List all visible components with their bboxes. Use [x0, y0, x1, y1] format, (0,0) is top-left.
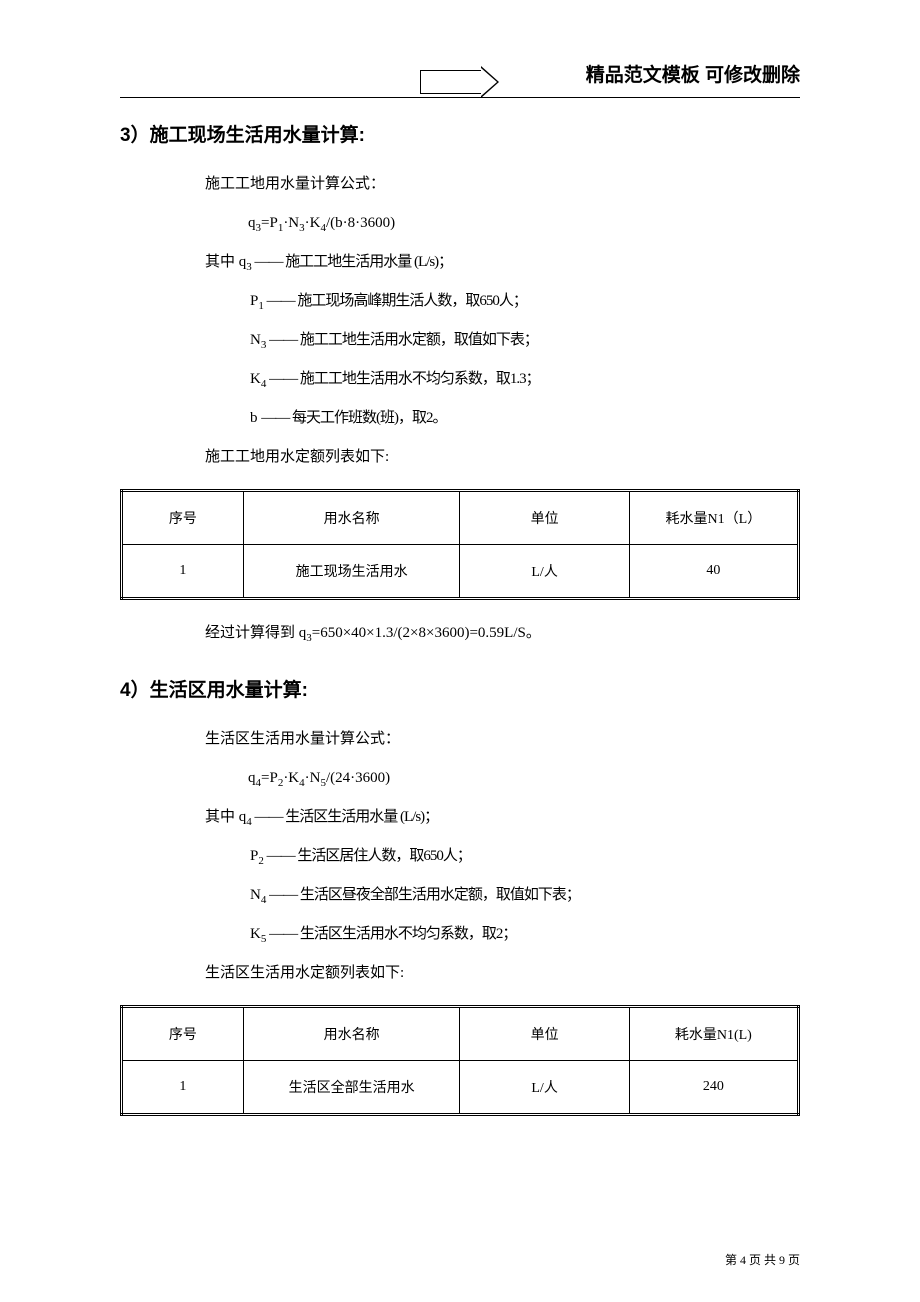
section-4-intro: 生活区生活用水量计算公式： [205, 720, 800, 759]
table-row: 1 生活区全部生活用水 L/人 240 [122, 1061, 799, 1115]
table-cell: 施工现场生活用水 [243, 545, 460, 599]
section-4-def-p2: P2 —— 生活区居住人数，取650人； [250, 837, 800, 876]
table-header-row: 序号 用水名称 单位 耗水量N1(L) [122, 1007, 799, 1061]
table-col-name: 用水名称 [243, 491, 460, 545]
page-header: 精品范文模板 可修改删除 [120, 60, 800, 98]
table-cell: 1 [122, 1061, 244, 1115]
section-3-result: 经过计算得到 q3=650×40×1.3/(2×8×3600)=0.59L/S。 [205, 614, 800, 653]
section-3-table: 序号 用水名称 单位 耗水量N1（L） 1 施工现场生活用水 L/人 40 [120, 489, 800, 600]
table-cell: 1 [122, 545, 244, 599]
table-cell: 40 [629, 545, 798, 599]
table-cell: L/人 [460, 545, 629, 599]
section-4-formula: q4=P2·K4·N5/(24·3600) [248, 759, 800, 798]
table-cell: 240 [629, 1061, 798, 1115]
section-4-def-n4: N4 —— 生活区昼夜全部生活用水定额，取值如下表； [250, 876, 800, 915]
section-3-def-n3: N3 —— 施工工地生活用水定额，取值如下表； [250, 321, 800, 360]
section-3-def-b: b —— 每天工作班数(班)，取2。 [250, 399, 800, 438]
table-col-val: 耗水量N1（L） [629, 491, 798, 545]
section-4-heading: 4）生活区用水量计算: [120, 675, 800, 702]
page-footer: 第 4 页 共 9 页 [725, 1251, 800, 1268]
section-3-def-k4: K4 —— 施工工地生活用水不均匀系数，取1.3； [250, 360, 800, 399]
table-header-row: 序号 用水名称 单位 耗水量N1（L） [122, 491, 799, 545]
section-4-table: 序号 用水名称 单位 耗水量N1(L) 1 生活区全部生活用水 L/人 240 [120, 1005, 800, 1116]
table-cell: 生活区全部生活用水 [243, 1061, 460, 1115]
table-col-seq: 序号 [122, 491, 244, 545]
section-4-def-q4: 其中 q4 —— 生活区生活用水量 (L/s)； [205, 798, 800, 837]
section-3-formula: q3=P1·N3·K4/(b·8·3600) [248, 204, 800, 243]
table-col-name: 用水名称 [243, 1007, 460, 1061]
table-cell: L/人 [460, 1061, 629, 1115]
section-3-heading: 3）施工现场生活用水量计算: [120, 120, 800, 147]
table-col-val: 耗水量N1(L) [629, 1007, 798, 1061]
section-4-def-k5: K5 —— 生活区生活用水不均匀系数，取2； [250, 915, 800, 954]
section-4-table-intro: 生活区生活用水定额列表如下: [205, 954, 800, 993]
arrow-icon [420, 66, 499, 98]
table-col-seq: 序号 [122, 1007, 244, 1061]
table-col-unit: 单位 [460, 491, 629, 545]
document-page: 精品范文模板 可修改删除 3）施工现场生活用水量计算: 施工工地用水量计算公式：… [0, 0, 920, 1302]
table-row: 1 施工现场生活用水 L/人 40 [122, 545, 799, 599]
table-col-unit: 单位 [460, 1007, 629, 1061]
section-3-def-p1: P1 —— 施工现场高峰期生活人数，取650人； [250, 282, 800, 321]
section-3-table-intro: 施工工地用水定额列表如下: [205, 438, 800, 477]
section-3-intro: 施工工地用水量计算公式： [205, 165, 800, 204]
section-3-def-q3: 其中 q3 —— 施工工地生活用水量 (L/s)； [205, 243, 800, 282]
